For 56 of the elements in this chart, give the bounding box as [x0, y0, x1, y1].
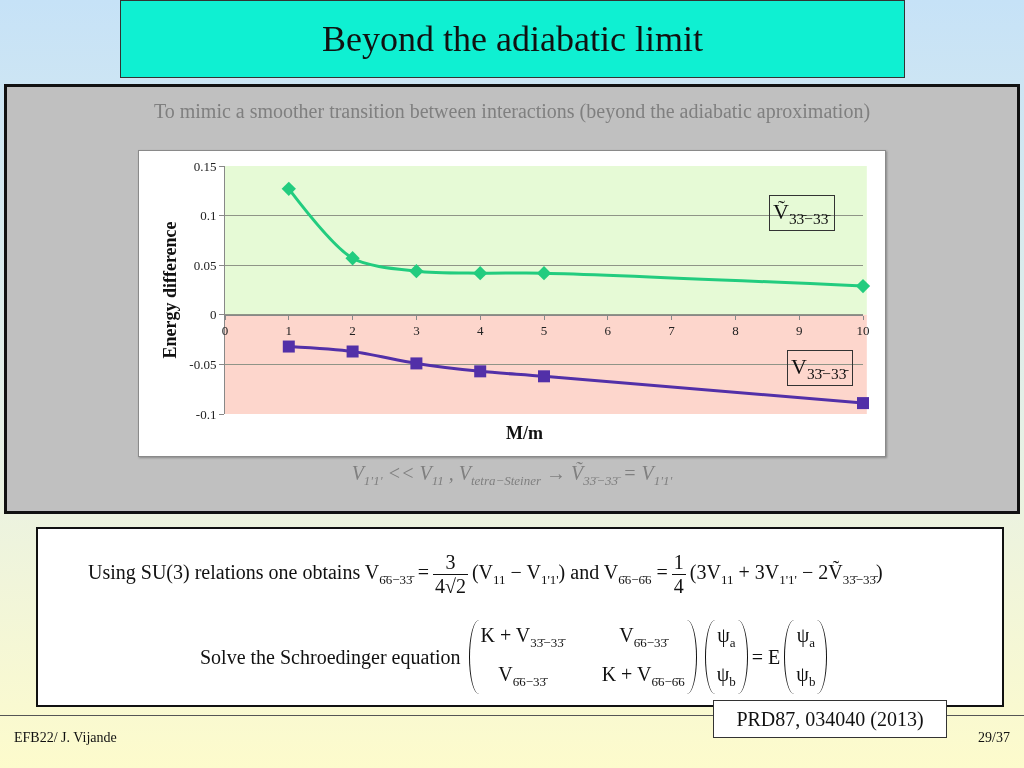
x-tick-label: 1	[285, 323, 293, 339]
text: K + V$_{33̄−33̄}$	[480, 624, 564, 651]
x-tick-label: 4	[476, 323, 484, 339]
text: (3V$_{11}$ + 3V$_{1'1'}$ − 2Ṽ$_{33̄−33̄}$)	[689, 561, 883, 588]
x-tick-label: 2	[349, 323, 356, 339]
x-tick-label: 0	[221, 323, 229, 339]
point	[474, 365, 487, 378]
text: EFB22/ J. Vijande	[14, 730, 117, 746]
point	[473, 265, 488, 281]
text: K + V$_{6̄6−6̄6}$	[601, 663, 685, 690]
y-tick-label: 0	[209, 307, 217, 323]
text: ψ$_{a}$	[717, 624, 736, 651]
point	[282, 340, 295, 353]
x-tick-label: 6	[604, 323, 612, 339]
text: (V$_{11}$ − V$_{1'1'}$) and V$_{6̄6−6̄6}$ =	[471, 561, 668, 588]
point	[345, 251, 360, 266]
x-tick-label: 5	[540, 323, 548, 339]
text: 4√2	[432, 574, 468, 598]
y-tick-label: 0.1	[200, 208, 217, 224]
x-tick-label: 9	[795, 323, 803, 339]
text: = E	[751, 645, 781, 669]
text: ψ$_{b}$	[796, 663, 816, 690]
x-tick-label: 8	[732, 323, 739, 339]
x-tick-label: 10	[856, 323, 870, 339]
point	[857, 397, 869, 410]
y-tick-label: -0.1	[195, 406, 217, 422]
text: To mimic a smoother transition between interactions (beyond the adiabatic aproximation)	[152, 100, 872, 123]
point	[410, 357, 423, 370]
y-axis-title: Energy difference	[159, 221, 180, 359]
text: Ṽ$_{33̄−33̄}$	[773, 199, 832, 227]
y-tick-label: 0.05	[193, 257, 217, 273]
point	[536, 265, 552, 281]
point	[281, 181, 296, 196]
series-label: V$_{33̄−33̄}$	[791, 354, 850, 382]
text: ψ$_{b}$	[716, 663, 736, 690]
y-tick-label: -0.05	[189, 356, 217, 372]
text: 4	[671, 574, 686, 598]
point	[538, 370, 550, 383]
text: V$_{1'1'}$ << V$_{11}$ , V$_{tetra−Steiner}$ → Ṽ$_{33̄−33̄}$ = V$_{1'1'}$	[351, 462, 673, 488]
text: Using SU(3) relations one obtains V$_{6̄6−33̄}$ =	[88, 561, 429, 588]
y-tick-label: 0.15	[193, 158, 217, 174]
chart-title: Beyond the adiabatic limit	[120, 0, 905, 78]
text: V$_{6̄6−33̄}$	[619, 624, 668, 651]
text: Solve the Schroedinger equation	[200, 645, 461, 669]
x-axis-title: M/m	[506, 423, 543, 443]
text: 29/37	[978, 730, 1010, 746]
point	[409, 264, 424, 279]
text: 1	[673, 551, 684, 574]
text: PRD87, 034040 (2013)	[713, 700, 947, 738]
text: V$_{6̄6−33̄}$	[498, 663, 546, 690]
point	[346, 345, 359, 358]
point	[855, 278, 871, 294]
x-tick-label: 3	[413, 323, 420, 339]
text: 3	[445, 551, 456, 574]
x-tick-label: 7	[668, 323, 676, 339]
text: ψ$_{a}$	[796, 624, 816, 651]
